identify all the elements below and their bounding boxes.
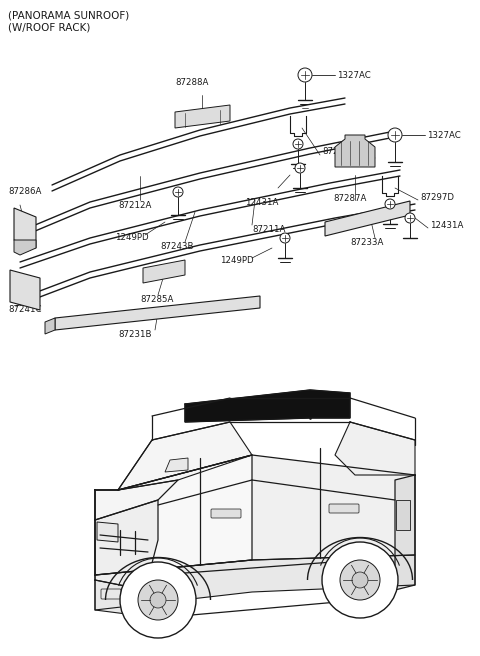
Text: 87231B: 87231B (118, 330, 152, 339)
Circle shape (293, 139, 303, 149)
Circle shape (280, 233, 290, 243)
Circle shape (150, 592, 166, 608)
Text: 1249PD: 1249PD (220, 256, 253, 265)
Polygon shape (97, 522, 118, 542)
Text: 87287A: 87287A (333, 194, 366, 203)
Polygon shape (118, 422, 252, 490)
Circle shape (298, 68, 312, 82)
Circle shape (173, 187, 183, 197)
Polygon shape (14, 208, 36, 248)
FancyBboxPatch shape (101, 589, 121, 599)
Text: 12431A: 12431A (245, 198, 278, 207)
Polygon shape (95, 455, 415, 575)
Circle shape (388, 128, 402, 142)
Polygon shape (185, 390, 350, 422)
Text: 87211A: 87211A (252, 225, 286, 234)
Circle shape (405, 213, 415, 223)
Text: 87286A: 87286A (8, 187, 41, 196)
Text: 87297D: 87297D (322, 148, 356, 157)
Polygon shape (55, 296, 260, 330)
Polygon shape (95, 500, 158, 590)
Text: 12431A: 12431A (430, 220, 463, 230)
Polygon shape (335, 422, 415, 475)
Text: (PANORAMA SUNROOF): (PANORAMA SUNROOF) (8, 10, 129, 20)
Polygon shape (335, 135, 375, 167)
Text: 1249PD: 1249PD (115, 233, 149, 242)
Circle shape (138, 580, 178, 620)
Polygon shape (165, 458, 188, 472)
Text: 87212A: 87212A (118, 201, 151, 210)
Polygon shape (14, 240, 36, 255)
Text: 1327AC: 1327AC (427, 131, 461, 140)
Text: 87297D: 87297D (420, 194, 454, 203)
Text: 87285A: 87285A (140, 295, 173, 304)
Polygon shape (10, 270, 40, 310)
Text: 87241C: 87241C (8, 305, 41, 314)
Circle shape (352, 572, 368, 588)
Text: 87233A: 87233A (350, 238, 384, 247)
Circle shape (385, 199, 395, 209)
Text: 1327AC: 1327AC (337, 70, 371, 79)
Circle shape (120, 562, 196, 638)
Polygon shape (95, 580, 158, 618)
Polygon shape (396, 500, 410, 530)
Text: (W/ROOF RACK): (W/ROOF RACK) (8, 22, 90, 32)
Polygon shape (325, 201, 410, 236)
Polygon shape (45, 318, 55, 334)
Text: 87288A: 87288A (175, 78, 208, 87)
Polygon shape (95, 555, 415, 610)
Circle shape (340, 560, 380, 600)
Circle shape (295, 163, 305, 173)
Polygon shape (95, 480, 178, 520)
Polygon shape (143, 260, 185, 283)
Polygon shape (395, 475, 415, 590)
FancyBboxPatch shape (329, 504, 359, 513)
Text: 87243B: 87243B (160, 242, 193, 251)
Polygon shape (175, 105, 230, 128)
Polygon shape (95, 455, 252, 575)
Circle shape (322, 542, 398, 618)
FancyBboxPatch shape (211, 509, 241, 518)
